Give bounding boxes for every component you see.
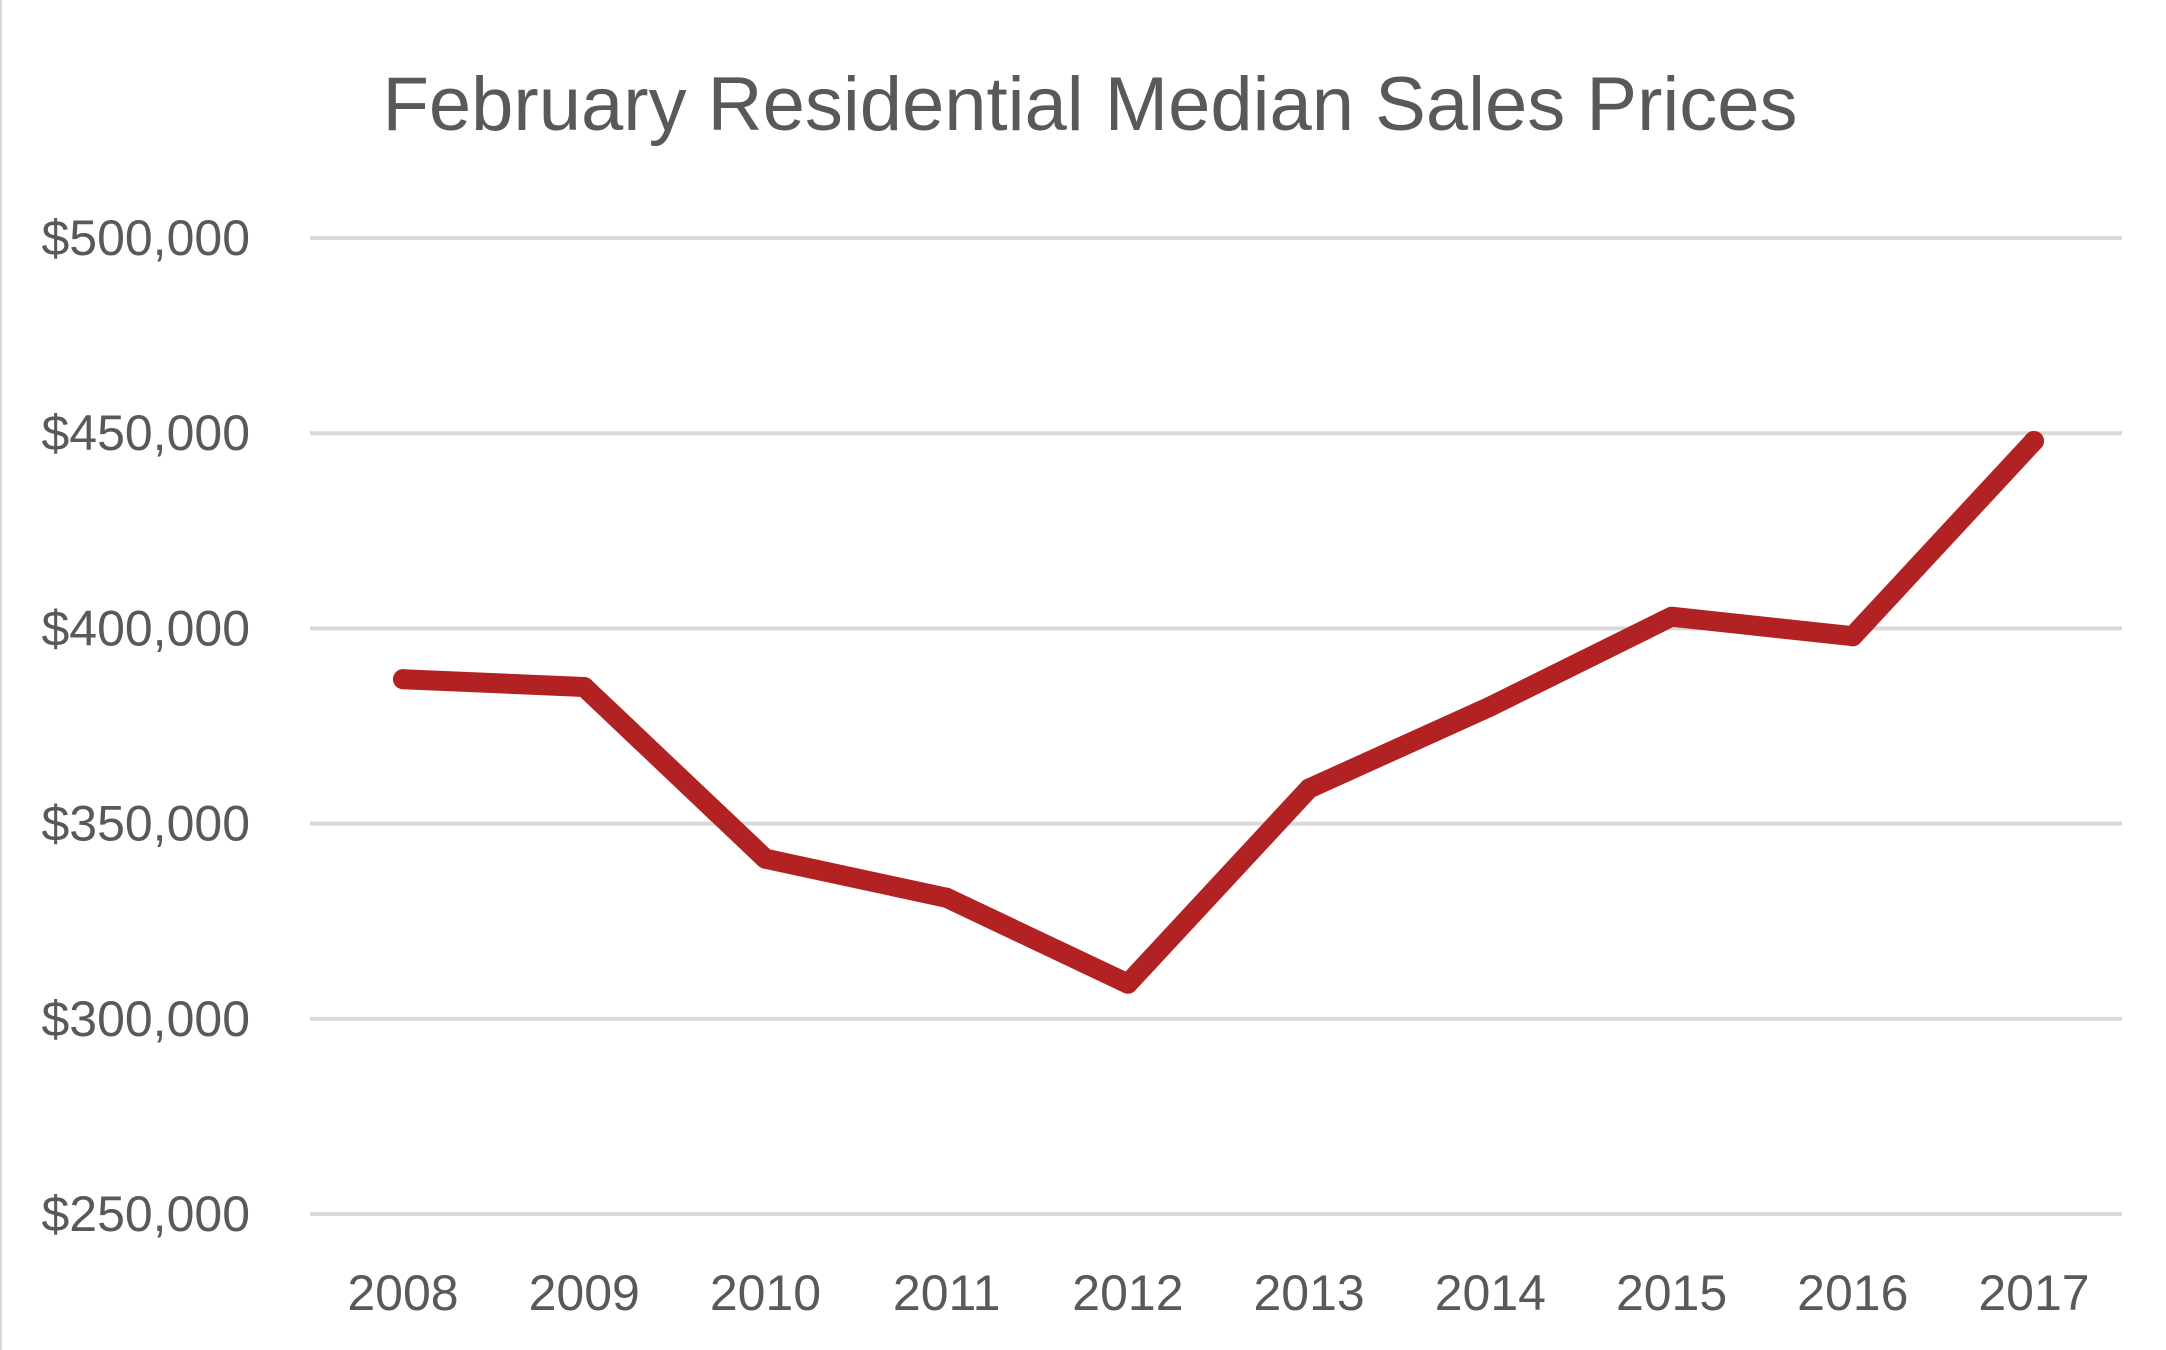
y-tick-label: $500,000 — [41, 210, 250, 266]
y-axis-tick-labels: $250,000 $300,000 $350,000 $400,000 $450,000… — [41, 210, 250, 1242]
x-tick-label: 2011 — [893, 1265, 1001, 1321]
x-tick-label: 2014 — [1435, 1265, 1546, 1321]
x-tick-label: 2013 — [1253, 1265, 1364, 1321]
data-point — [1117, 973, 1138, 994]
data-point — [1842, 626, 1863, 647]
y-tick-label: $350,000 — [41, 796, 250, 852]
data-point — [1299, 778, 1320, 799]
x-tick-label: 2010 — [710, 1265, 821, 1321]
x-tick-label: 2008 — [347, 1265, 458, 1321]
x-tick-label: 2015 — [1616, 1265, 1727, 1321]
x-axis-tick-labels: 2008 2009 2010 2011 2012 2013 2014 2015 2016 2017 — [347, 1265, 2089, 1321]
x-tick-label: 2012 — [1072, 1265, 1183, 1321]
series-group — [393, 431, 2044, 994]
data-point — [574, 676, 595, 697]
x-tick-label: 2017 — [1978, 1265, 2089, 1321]
y-tick-label: $250,000 — [41, 1186, 250, 1242]
data-point — [755, 848, 776, 869]
data-point — [1480, 696, 1501, 717]
data-point — [1661, 606, 1682, 627]
x-tick-label: 2016 — [1797, 1265, 1908, 1321]
y-tick-label: $300,000 — [41, 991, 250, 1047]
y-tick-label: $400,000 — [41, 600, 250, 656]
chart-title: February Residential Median Sales Prices — [382, 62, 1797, 147]
series-line — [393, 431, 2044, 994]
data-point — [936, 887, 957, 908]
gridlines — [310, 236, 2122, 1216]
y-tick-label: $450,000 — [41, 405, 250, 461]
data-point — [2024, 431, 2044, 452]
data-point — [393, 669, 413, 690]
x-tick-label: 2009 — [529, 1265, 640, 1321]
